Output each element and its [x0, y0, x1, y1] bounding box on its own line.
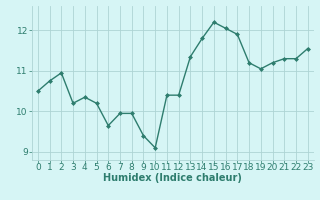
- X-axis label: Humidex (Indice chaleur): Humidex (Indice chaleur): [103, 173, 242, 183]
